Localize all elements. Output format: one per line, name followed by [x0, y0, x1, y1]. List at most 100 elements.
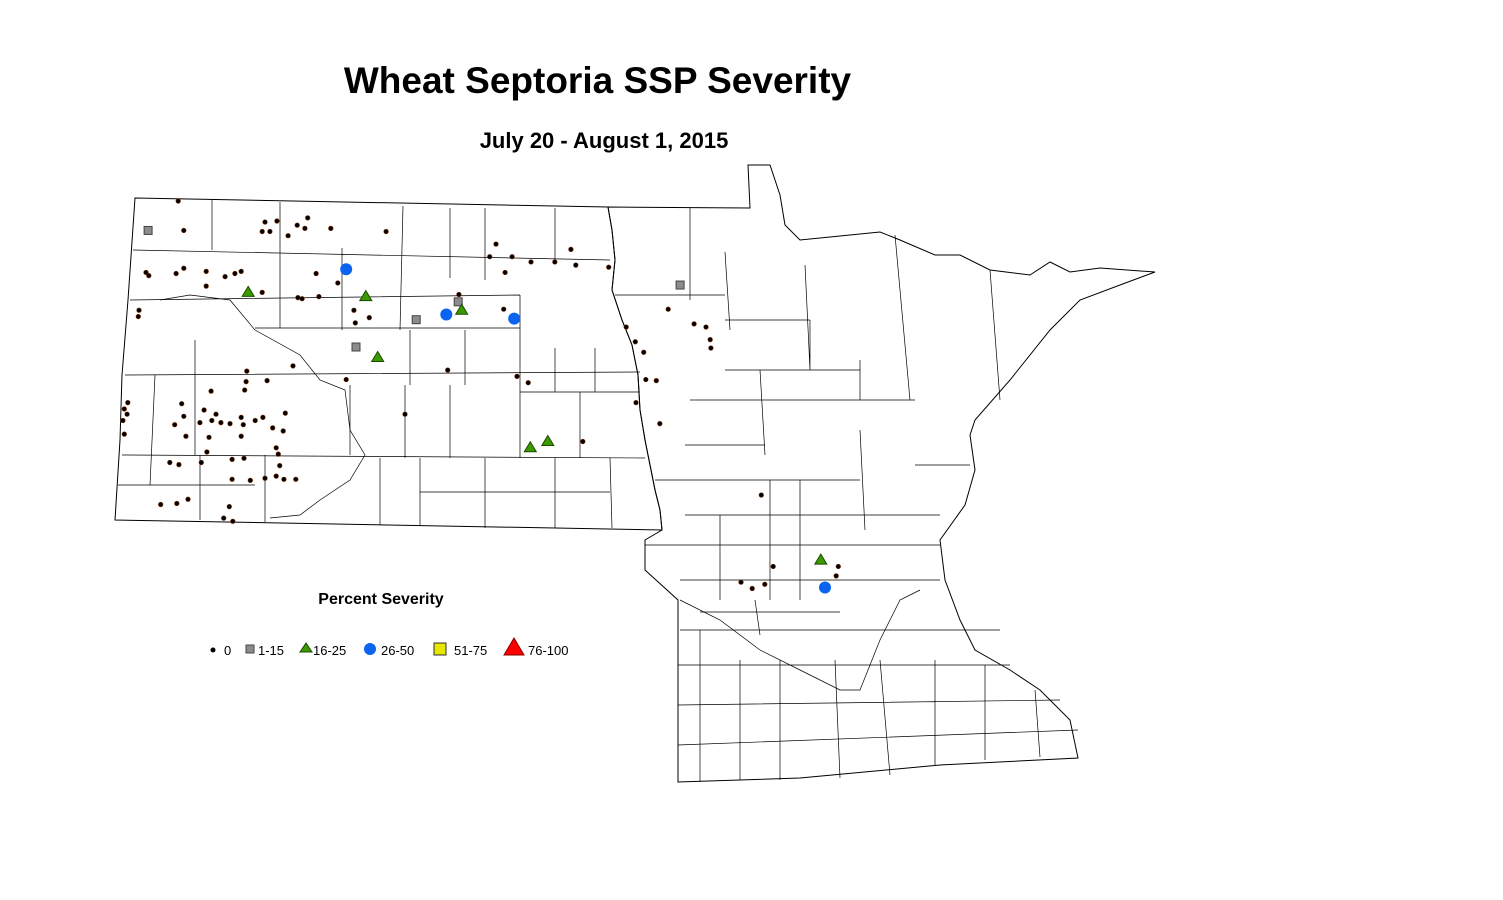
site-marker-0 — [758, 492, 764, 498]
site-marker-0 — [244, 368, 250, 374]
legend-symbol-76-100 — [503, 637, 525, 656]
site-marker-0 — [328, 225, 334, 231]
site-marker-0 — [302, 225, 308, 231]
site-marker-0 — [623, 324, 629, 330]
site-marker-16-25 — [540, 434, 555, 446]
site-marker-0 — [218, 420, 224, 426]
site-marker-0 — [691, 321, 697, 327]
site-marker-26-50 — [508, 312, 521, 325]
site-marker-0 — [351, 307, 357, 313]
site-marker-0 — [167, 459, 173, 466]
legend-symbol-51-75 — [433, 642, 447, 656]
legend-symbols — [210, 637, 525, 656]
site-marker-0 — [208, 388, 214, 394]
site-marker-0 — [707, 337, 713, 343]
site-marker-0 — [259, 228, 265, 235]
site-marker-26-50 — [340, 263, 353, 276]
site-marker-0 — [238, 433, 244, 439]
site-marker-16-25 — [813, 553, 828, 565]
site-marker-0 — [514, 373, 520, 380]
site-marker-0 — [285, 233, 291, 239]
map-title: Wheat Septoria SSP Severity — [343, 60, 852, 101]
site-marker-0 — [121, 406, 127, 412]
site-marker-0 — [277, 463, 283, 469]
missouri-river — [159, 294, 366, 519]
site-marker-0 — [641, 349, 647, 355]
site-marker-0 — [206, 434, 212, 440]
site-marker-0 — [181, 227, 187, 234]
site-marker-0 — [653, 378, 659, 384]
site-marker-16-25 — [241, 285, 256, 297]
site-marker-0 — [264, 378, 270, 384]
site-marker-0 — [221, 515, 227, 521]
site-marker-0 — [280, 428, 286, 434]
site-marker-0 — [281, 476, 287, 482]
site-marker-0 — [273, 473, 279, 479]
site-marker-0 — [632, 339, 638, 345]
site-marker-0 — [209, 417, 215, 424]
site-marker-1-15 — [453, 297, 463, 307]
site-marker-0 — [240, 422, 246, 428]
site-markers — [120, 198, 841, 594]
site-marker-0 — [120, 417, 126, 424]
site-marker-0 — [643, 376, 649, 383]
site-marker-0 — [259, 289, 265, 296]
site-marker-0 — [294, 222, 300, 228]
site-marker-0 — [185, 496, 191, 502]
site-marker-0 — [606, 264, 612, 270]
site-marker-0 — [274, 218, 280, 224]
site-marker-0 — [230, 518, 236, 524]
site-marker-0 — [135, 313, 141, 320]
site-marker-0 — [343, 376, 349, 383]
site-marker-0 — [252, 417, 258, 424]
site-marker-0 — [708, 345, 714, 351]
site-marker-0 — [183, 433, 189, 439]
legend-title: Percent Severity — [318, 591, 444, 608]
site-marker-0 — [509, 254, 515, 260]
site-marker-1-15 — [143, 225, 153, 235]
site-marker-0 — [179, 401, 185, 407]
site-marker-0 — [580, 438, 586, 445]
site-marker-16-25 — [370, 350, 385, 362]
legend-symbol-16-25 — [299, 642, 313, 653]
site-marker-0 — [197, 420, 203, 426]
site-marker-0 — [335, 280, 341, 286]
site-marker-0 — [770, 563, 776, 570]
state-north-dakota — [114, 197, 663, 531]
map-subtitle: July 20 - August 1, 2015 — [479, 128, 729, 153]
site-marker-0 — [299, 296, 305, 302]
legend-label-51-75: 51-75 — [454, 643, 488, 658]
site-marker-0 — [313, 270, 319, 277]
site-marker-0 — [172, 422, 178, 428]
site-marker-0 — [383, 228, 389, 235]
legend-label-76-100: 76-100 — [528, 643, 569, 658]
site-marker-0 — [305, 215, 311, 221]
site-marker-0 — [762, 581, 768, 587]
site-marker-0 — [243, 379, 249, 385]
site-marker-0 — [501, 306, 507, 312]
site-marker-0 — [366, 315, 372, 321]
site-marker-1-15 — [675, 280, 685, 290]
site-marker-0 — [665, 306, 671, 312]
site-marker-0 — [552, 259, 558, 265]
site-marker-0 — [227, 421, 233, 427]
site-marker-0 — [295, 295, 301, 301]
site-marker-0 — [528, 259, 534, 265]
legend-label-16-25: 16-25 — [313, 643, 347, 658]
site-marker-0 — [738, 579, 744, 585]
site-marker-0 — [229, 456, 235, 462]
mississippi-river — [679, 589, 921, 691]
site-marker-0 — [487, 254, 493, 260]
site-marker-0 — [568, 246, 574, 252]
site-marker-0 — [203, 283, 209, 289]
site-marker-16-25 — [358, 289, 373, 302]
site-marker-0 — [273, 445, 279, 451]
legend-symbol-26-50 — [364, 643, 376, 655]
site-marker-0 — [238, 268, 244, 275]
legend-label-1-15: 1-15 — [258, 643, 285, 658]
site-marker-0 — [232, 270, 238, 277]
site-marker-0 — [290, 363, 296, 369]
site-marker-0 — [493, 241, 499, 247]
site-marker-0 — [260, 414, 266, 420]
